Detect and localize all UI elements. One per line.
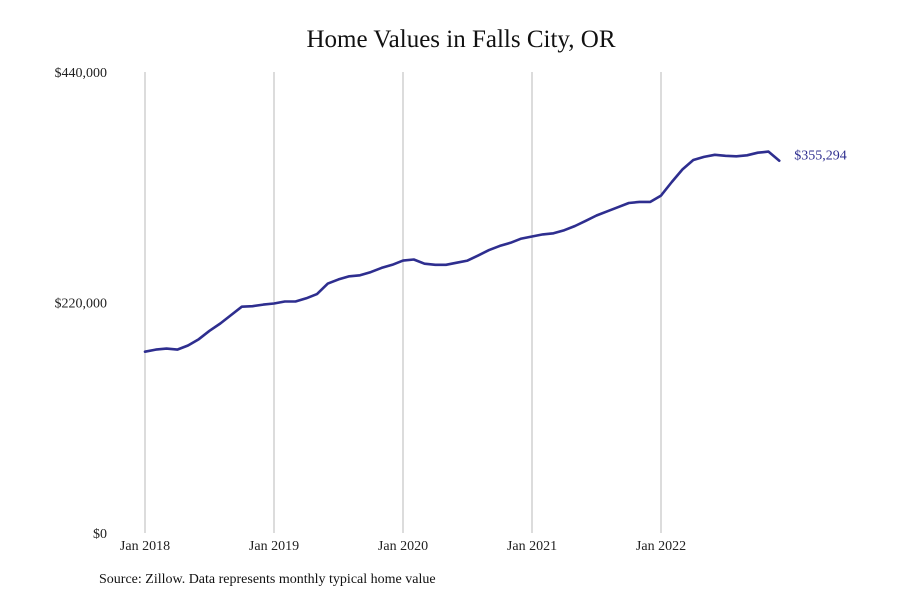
y-tick-label: $0: [93, 527, 107, 542]
grid-lines: [144, 72, 662, 533]
end-value-layer: $355,294: [794, 149, 847, 164]
source-note: Source: Zillow. Data represents monthly …: [99, 572, 436, 587]
end-value-label: $355,294: [794, 149, 847, 164]
x-tick-label: Jan 2020: [378, 539, 428, 554]
x-tick-label: Jan 2018: [120, 539, 170, 554]
x-axis-labels: Jan 2018 Jan 2019 Jan 2020 Jan 2021 Jan 2022: [120, 539, 686, 554]
home-value-line: [143, 150, 781, 354]
y-axis-labels: $0 $220,000 $440,000: [55, 66, 108, 542]
x-tick-label: Jan 2022: [636, 539, 686, 554]
x-tick-label: Jan 2019: [249, 539, 299, 554]
series-layer: [143, 150, 781, 354]
x-tick-label: Jan 2021: [507, 539, 557, 554]
y-tick-label: $220,000: [55, 297, 108, 312]
y-tick-label: $440,000: [55, 66, 108, 81]
chart-title: Home Values in Falls City, OR: [306, 26, 616, 53]
